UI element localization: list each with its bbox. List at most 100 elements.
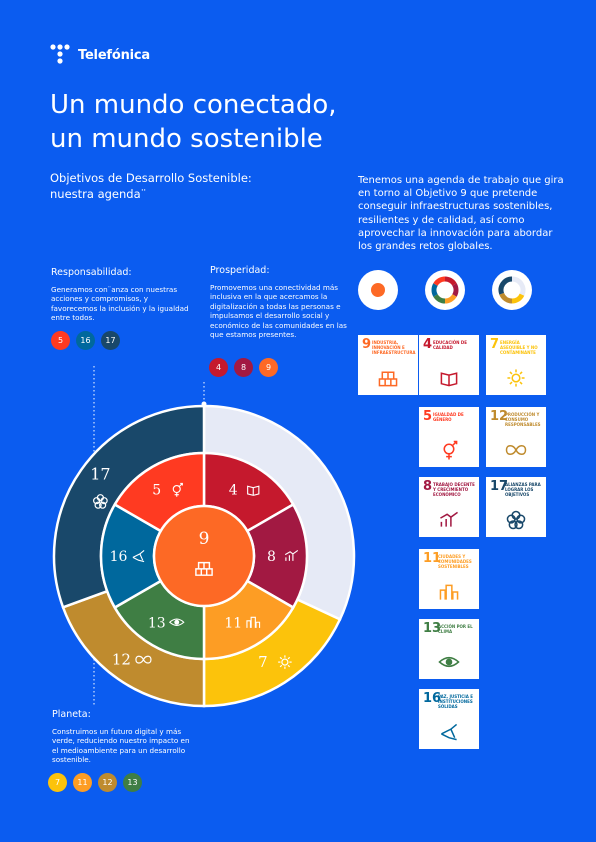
goal-dot-4: 4 xyxy=(209,358,228,377)
section-planeta: Planeta: Construimos un futuro digital y… xyxy=(52,709,197,765)
ring-segment xyxy=(444,294,457,304)
tile-number: 7 xyxy=(490,337,500,352)
wheel-label-5: 5 xyxy=(152,483,161,499)
tile-label: Igualdad de género xyxy=(433,412,464,422)
sdg-tile-13: 13 Acción por el clima xyxy=(419,619,479,679)
sdg-tile-11: 11 Ciudades y comunidades sostenibles xyxy=(419,549,479,609)
sun-icon xyxy=(278,655,292,669)
ring-segment xyxy=(498,276,513,295)
gender-icon xyxy=(443,440,458,460)
section-text: Promovemos una conectividad más inclusiv… xyxy=(210,283,347,340)
section-prosperidad: Prosperidad: Promovemos una conectividad… xyxy=(210,265,350,339)
wheel-label-9: 9 xyxy=(199,529,210,549)
tile-label: Paz, justicia e instituciones sólidas xyxy=(438,694,473,709)
cubes-icon xyxy=(195,561,213,576)
section-heading: Planeta: xyxy=(52,709,91,720)
tile-label: Educación de calidad xyxy=(433,340,467,350)
tile-label: Producción y consumo responsables xyxy=(505,412,541,427)
cubes-icon xyxy=(378,371,398,387)
subtitle-line1: Objetivos de Desarrollo Sostenible: xyxy=(50,171,252,185)
inner-ring-icon xyxy=(425,270,465,310)
eye-earth-icon xyxy=(438,656,460,668)
ring-segment xyxy=(511,276,526,296)
sdg-tile-4: 4 Educación de calidad xyxy=(419,335,479,395)
ring-segment xyxy=(511,293,525,304)
sdg-tile-8: 8 Trabajo decente y crecimiento económico xyxy=(419,477,479,537)
goal-dot-9: 9 xyxy=(259,358,278,377)
ring-segment xyxy=(452,283,459,297)
wheel-label-17: 17 xyxy=(90,464,110,483)
tile-number: 12 xyxy=(490,409,509,424)
tile-number: 4 xyxy=(423,337,433,352)
book-icon xyxy=(247,485,260,496)
page-title-line1: Un mundo conectado, xyxy=(50,90,337,120)
ring-segment xyxy=(444,276,457,286)
section-text: Construimos un futuro digital y más verd… xyxy=(52,727,190,765)
goal-dot-17: 17 xyxy=(101,331,120,350)
section-heading: Prosperidad: xyxy=(210,265,270,276)
single-focus-icon xyxy=(358,270,398,310)
city-icon xyxy=(439,584,459,600)
tile-label: Trabajo decente y crecimiento económico xyxy=(433,482,475,497)
wheel-label-7: 7 xyxy=(258,653,268,671)
sdg-tile-16: 16 Paz, justicia e instituciones sólidas xyxy=(419,689,479,749)
goal-dot-11: 11 xyxy=(73,773,92,792)
tile-label: Alianzas para lograr los objetivos xyxy=(505,482,541,497)
goal-dot-12: 12 xyxy=(98,773,117,792)
tile-label: Energía asequible y no contaminante xyxy=(500,340,538,355)
sdg-tile-17: 17 Alianzas para lograr los objetivos xyxy=(486,477,546,537)
section-heading: Responsabilidad: xyxy=(51,267,132,278)
wheel-label-4: 4 xyxy=(229,483,238,499)
infinity-icon xyxy=(505,444,527,456)
wheel-label-13: 13 xyxy=(148,615,166,631)
book-icon xyxy=(440,372,458,387)
page-subtitle: Objetivos de Desarrollo Sostenible: nues… xyxy=(50,170,310,202)
goal-dots-responsabilidad: 5 16 17 xyxy=(51,331,120,350)
goal-dot-8: 8 xyxy=(234,358,253,377)
sdg-tile-12: 12 Producción y consumo responsables xyxy=(486,407,546,467)
tile-number: 16 xyxy=(423,691,442,706)
sun-icon xyxy=(507,369,525,387)
growth-chart-icon xyxy=(284,549,299,561)
sdg-tile-7: 7 Energía asequible y no contaminante xyxy=(486,335,546,395)
rings-icon xyxy=(506,510,526,530)
ring-segment xyxy=(499,292,513,304)
tile-number: 9 xyxy=(362,337,372,352)
tile-number: 8 xyxy=(423,479,433,494)
brand-name: Telefónica xyxy=(78,47,151,63)
infinity-icon xyxy=(135,655,152,664)
sdg-tile-5: 5 Igualdad de género xyxy=(419,407,479,467)
page-title: Un mundo conectado, un mundo sostenible xyxy=(50,88,337,156)
outer-ring-icon xyxy=(492,270,532,310)
goal-dot-13: 13 xyxy=(123,773,142,792)
ring-segment xyxy=(433,276,446,286)
tile-number: 17 xyxy=(490,479,509,494)
section-responsabilidad: Responsabilidad: Generamos con¨anza con … xyxy=(51,267,196,323)
tile-number: 5 xyxy=(423,409,433,424)
tile-number: 13 xyxy=(423,621,442,636)
wheel-label-12: 12 xyxy=(112,651,131,669)
wheel-label-16: 16 xyxy=(110,549,128,565)
tile-label: Industria, innovación e infraestructura xyxy=(372,340,416,355)
wheel-center xyxy=(152,504,256,608)
telefonica-t-icon xyxy=(50,44,70,64)
goal-dot-7: 7 xyxy=(48,773,67,792)
rings-icon xyxy=(93,494,108,509)
goal-dot-16: 16 xyxy=(76,331,95,350)
eye-earth-icon xyxy=(168,618,185,626)
subtitle-line2: nuestra agenda¨ xyxy=(50,187,147,201)
dove-icon xyxy=(441,723,458,741)
dove-icon xyxy=(132,549,145,563)
section-text: Generamos con¨anza con nuestras acciones… xyxy=(51,285,189,323)
intro-text: Tenemos una agenda de trabajo que gira e… xyxy=(358,175,564,253)
growth-chart-icon xyxy=(440,511,458,527)
tile-label: Acción por el clima xyxy=(438,624,473,634)
tile-label: Ciudades y comunidades sostenibles xyxy=(438,554,472,569)
sdg-tile-9: 9 Industria, innovación e infraestructura xyxy=(358,335,418,395)
wheel-label-11: 11 xyxy=(224,615,242,631)
brand-logo: Telefónica xyxy=(50,44,150,66)
goal-dot-5: 5 xyxy=(51,331,70,350)
tile-number: 11 xyxy=(423,551,442,566)
